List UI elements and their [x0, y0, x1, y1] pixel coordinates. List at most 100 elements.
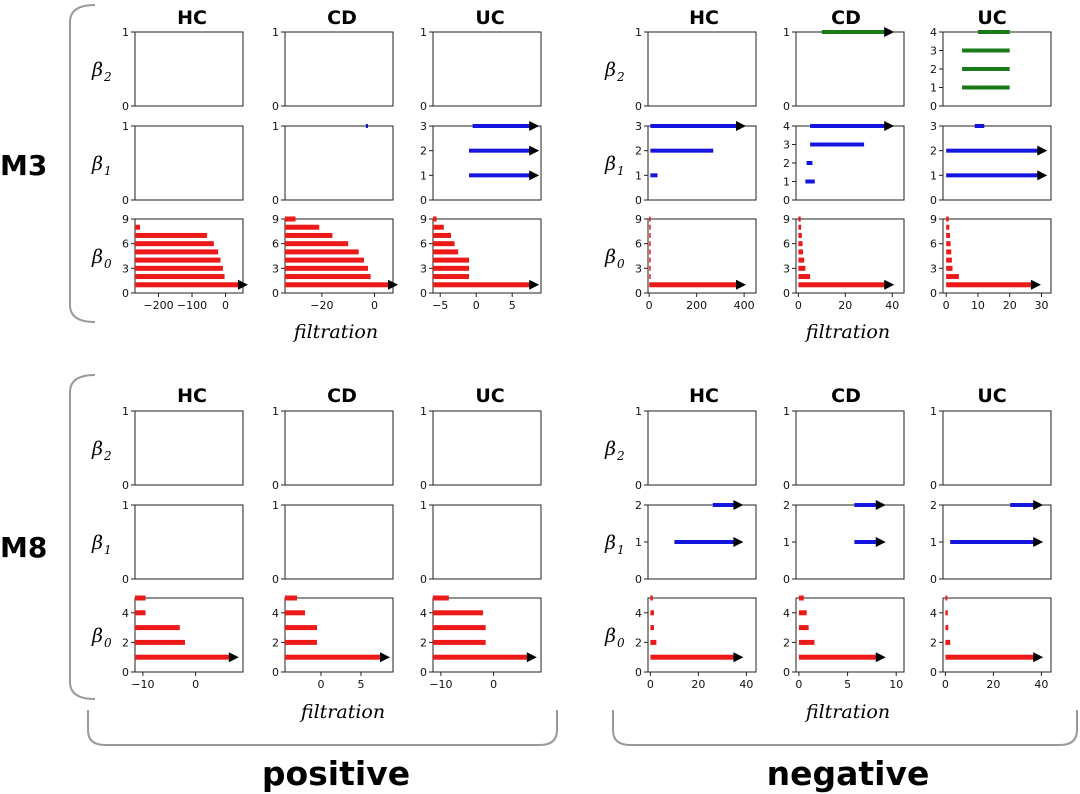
m3-negative-cd-beta0-ytick-label-0: 0 [783, 287, 790, 300]
m8-positive-hc-beta2-beta-subscript: 2 [103, 449, 112, 463]
m8-negative-uc-beta0-bar-5 [945, 595, 948, 601]
m3-negative-uc-beta1-ytick-label-3: 3 [930, 120, 937, 133]
m3-positive-uc-beta0-bar-3 [433, 265, 469, 271]
m8-neg-cd-header: CD [831, 385, 861, 407]
m3-negative-uc-beta0-ytick-label-0: 0 [930, 287, 937, 300]
m3-negative-uc-beta0-xtick-label-2: 20 [1003, 299, 1017, 312]
m8-negative-hc-beta0-xtick-label-1: 20 [691, 678, 705, 691]
m8-negative-uc-beta1-bar-1-arrow [1033, 537, 1044, 547]
m3-negative-uc-beta2-bar-2 [962, 67, 1010, 71]
m3-positive-uc-beta1-ytick-label-3: 3 [420, 120, 427, 133]
m8-negative-hc-beta1-bar-1 [674, 540, 735, 544]
m3-positive-hc-beta2-beta-label: β [91, 59, 103, 81]
m3-negative-cd-beta1-bar-3 [810, 142, 865, 147]
m3-negative-uc-beta1-bar-2-arrow [1037, 145, 1048, 156]
m3-negative-cd-beta2-bar-1-arrow [884, 27, 895, 37]
m3-negative-filtration-label: filtration [804, 321, 890, 343]
m3-negative-uc-beta0-bar-5 [946, 249, 952, 255]
m8-pos-uc-header: UC [475, 385, 504, 407]
m8-negative-uc-beta1-bar-2-arrow [1033, 500, 1044, 510]
m3-positive-hc-beta1-frame [134, 125, 244, 201]
m3-negative-uc-beta0-bar-2 [946, 274, 959, 280]
m3-negative-uc-beta1-bar-1-arrow [1037, 170, 1048, 181]
m3-positive-hc-beta1-beta-subscript: 1 [104, 164, 112, 178]
m3-negative-uc-beta0-frame [942, 218, 1052, 294]
m3-positive-hc-beta0-bar-6 [135, 241, 214, 247]
m3-negative-uc-beta0-bar-4 [946, 257, 952, 263]
m8-negative-hc-beta1-bar-2 [712, 503, 735, 507]
m3-negative-cd-beta0-xtick-label-0: 0 [795, 299, 802, 312]
m8-negative-cd-beta0-ytick-label-2: 2 [783, 636, 790, 649]
m3-negative-cd-beta1-bar-4-arrow [884, 121, 895, 131]
m3-negative-hc-beta0-beta-subscript: 0 [617, 257, 625, 271]
m3-negative-cd-beta0-bar-9 [798, 216, 801, 222]
m8-negative-hc-beta0-frame [647, 597, 757, 673]
m3-negative-cd-beta0-bar-5 [798, 249, 804, 255]
m3-pos-uc-header: UC [475, 7, 504, 29]
m3-pos-hc-header: HC [177, 7, 207, 29]
m8-negative-cd-beta2-frame [795, 410, 905, 486]
m8-positive-cd-beta2-ytick-label-1: 1 [272, 405, 279, 418]
m8-positive-uc-beta1-ytick-label-0: 0 [420, 573, 427, 586]
m8-pos-cd-header: CD [327, 385, 357, 407]
m8-negative-hc-beta0-bar-5 [650, 595, 653, 601]
m3-negative-cd-beta1-bar-4 [810, 124, 886, 128]
m8-positive-hc-beta0-frame [134, 597, 244, 673]
m3-negative-uc-beta0-bar-7 [946, 232, 950, 238]
m3-positive-hc-beta1-ytick-label-1: 1 [122, 120, 129, 133]
m3-negative-cd-beta0-bar-1 [798, 282, 886, 288]
m3-positive-cd-beta1-ytick-label-0: 0 [272, 194, 279, 207]
m3-positive-uc-beta0-ytick-label-9: 9 [420, 213, 427, 226]
m8-negative-hc-beta0-beta-subscript: 0 [617, 636, 625, 650]
m3-negative-uc-beta2-ytick-label-0: 0 [930, 100, 937, 113]
m8-negative-cd-beta0-bar-1-arrow [875, 652, 886, 663]
m8-positive-hc-beta2-ytick-label-1: 1 [122, 405, 129, 418]
m3-negative-cd-beta1-bar-2 [806, 161, 813, 165]
m8-positive-uc-beta0-ytick-label-0: 0 [420, 666, 427, 679]
m8-negative-hc-beta0-ytick-label-0: 0 [635, 666, 642, 679]
m8-positive-uc-beta0-ytick-label-2: 2 [420, 636, 427, 649]
m3-negative-uc-beta0-xtick-label-1: 10 [971, 299, 985, 312]
m3-label: M3 [0, 149, 47, 182]
m8-negative-hc-beta2-beta-label: β [604, 438, 616, 460]
m3-positive-cd-beta0-bar-2 [285, 274, 371, 280]
m8-negative-cd-beta1-bar-1-arrow [875, 537, 886, 547]
m8-positive-cd-beta0-bar-2 [285, 639, 317, 645]
m3-negative-hc-beta0-beta-label: β [604, 246, 616, 268]
m8-negative-cd-beta2-ytick-label-0: 0 [783, 479, 790, 492]
m3-positive-uc-beta0-bar-5 [433, 249, 459, 255]
m8-negative-uc-beta0-xtick-label-2: 40 [1034, 678, 1048, 691]
m3-pos-cd-header: CD [327, 7, 357, 29]
m8-positive-hc-beta1-beta-label: β [91, 532, 103, 554]
m3-positive-uc-beta0-bar-8 [433, 224, 444, 230]
m3-negative-hc-beta1-ytick-label-3: 3 [635, 120, 642, 133]
m3-positive-uc-beta0-bar-2 [433, 274, 469, 280]
m8-negative-cd-beta0-bar-4 [798, 610, 807, 616]
m8-negative-cd-beta0-ytick-label-4: 4 [783, 607, 790, 620]
m8-pos-hc-header: HC [177, 385, 207, 407]
m8-negative-hc-beta1-ytick-label-2: 2 [635, 499, 642, 512]
m3-negative-hc-beta1-bar-1 [650, 173, 658, 178]
m8-positive-cd-beta0-bar-3 [285, 625, 317, 631]
m3-positive-uc-beta0-ytick-label-3: 3 [420, 262, 427, 275]
m3-negative-cd-beta1-ytick-label-0: 0 [783, 194, 790, 207]
m8-negative-hc-beta0-xtick-label-0: 0 [647, 678, 654, 691]
m3-positive-cd-beta1-ytick-label-1: 1 [272, 120, 279, 133]
m8-positive-hc-beta0-ytick-label-0: 0 [122, 666, 129, 679]
m3-negative-uc-beta0-bar-1-arrow [1030, 279, 1041, 290]
m8-negative-hc-beta0-bar-3 [650, 625, 654, 631]
m3-positive-uc-beta1-bar-1-arrow [529, 170, 540, 181]
m8-positive-cd-beta1-frame [284, 504, 394, 580]
m3-negative-uc-beta2-ytick-label-4: 4 [930, 26, 937, 39]
m3-positive-uc-beta1-bar-2-arrow [529, 145, 540, 156]
m8-negative-uc-beta1-bar-1 [950, 540, 1035, 544]
m3-negative-uc-beta0-ytick-label-9: 9 [930, 213, 937, 226]
m3-bracket [69, 4, 96, 323]
m8-negative-uc-beta0-bar-4 [945, 610, 948, 616]
m3-positive-uc-beta0-frame [432, 218, 542, 294]
m3-positive-hc-beta0-bar-1-arrow [237, 279, 248, 290]
